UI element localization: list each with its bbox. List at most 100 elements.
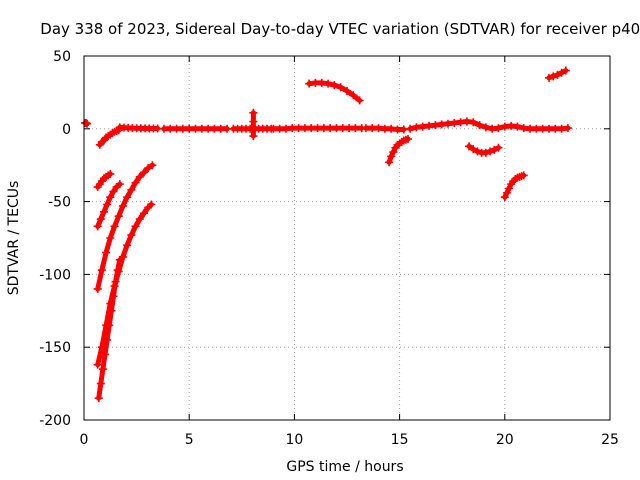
- data-point: [490, 145, 499, 154]
- data-point: [127, 185, 136, 194]
- series-baseline-7: [361, 124, 408, 134]
- y-tick-label: -100: [39, 267, 71, 283]
- y-tick-label: -200: [39, 413, 71, 429]
- data-point: [505, 184, 514, 193]
- data-point: [111, 277, 120, 286]
- data-points: [81, 66, 572, 403]
- series-spike-8h: [249, 108, 258, 141]
- data-point: [123, 193, 132, 202]
- data-point: [127, 231, 136, 240]
- data-point: [385, 158, 394, 167]
- data-point: [249, 108, 258, 117]
- data-point: [96, 215, 105, 224]
- data-point: [99, 207, 108, 216]
- data-point: [324, 79, 333, 88]
- data-point: [563, 124, 572, 133]
- series-baseline-8: [406, 117, 572, 133]
- data-point: [147, 200, 156, 209]
- y-tick-label: -50: [48, 195, 71, 211]
- data-point: [105, 321, 114, 330]
- data-point: [502, 188, 511, 197]
- data-point: [110, 222, 119, 231]
- data-point: [148, 161, 157, 170]
- series-descent-4: [93, 200, 156, 369]
- series-dip-15h: [385, 134, 413, 167]
- x-tick-label: 10: [285, 432, 303, 448]
- data-point: [109, 187, 118, 196]
- data-point: [249, 117, 258, 126]
- data-point: [139, 168, 148, 177]
- data-point: [94, 394, 103, 403]
- series-baseline-3: [115, 123, 162, 133]
- series-descent-2: [93, 180, 124, 231]
- series-baseline-1: [81, 118, 92, 128]
- data-point: [109, 292, 118, 301]
- data-point: [494, 124, 503, 133]
- series-arc-11h: [305, 78, 364, 105]
- data-point: [93, 360, 102, 369]
- plot-frame: [83, 55, 611, 421]
- data-point: [115, 255, 124, 264]
- data-point: [469, 145, 478, 154]
- y-tick-label: 0: [62, 122, 71, 138]
- data-point: [102, 248, 111, 257]
- data-point: [93, 222, 102, 231]
- x-tick-label: 15: [391, 432, 409, 448]
- x-axis-label: GPS time / hours: [286, 459, 403, 475]
- data-point: [96, 379, 105, 388]
- data-point: [330, 81, 339, 90]
- data-point: [494, 143, 503, 152]
- data-point: [469, 118, 478, 127]
- data-point: [349, 91, 358, 100]
- series-descent-1: [93, 169, 115, 192]
- series-baseline-2: [95, 126, 123, 149]
- data-point: [336, 83, 345, 92]
- series-dip-19h: [465, 142, 503, 157]
- data-point: [106, 169, 115, 178]
- data-point: [139, 209, 148, 218]
- y-axis-label: SDTVAR / TECUs: [6, 181, 22, 296]
- series-descent-3: [93, 161, 157, 293]
- data-point: [519, 171, 528, 180]
- data-point: [103, 335, 112, 344]
- series-trace: [95, 162, 155, 292]
- data-point: [475, 121, 484, 130]
- chart-title: Day 338 of 2023, Sidereal Day-to-day VTE…: [40, 20, 640, 38]
- data-point: [544, 73, 553, 82]
- data-point: [131, 178, 140, 187]
- series-baseline-6: [269, 124, 366, 133]
- data-point: [557, 68, 566, 77]
- data-point: [135, 215, 144, 224]
- data-point: [118, 201, 127, 210]
- data-point: [481, 123, 490, 132]
- y-tick-label: -150: [39, 340, 71, 356]
- data-point: [93, 284, 102, 293]
- x-tick-label: 0: [80, 432, 89, 448]
- series-descent-5: [94, 255, 124, 403]
- y-tick-label: 50: [53, 49, 71, 65]
- data-point: [465, 142, 474, 151]
- data-point: [107, 306, 116, 315]
- data-point: [553, 70, 562, 79]
- data-point: [101, 350, 110, 359]
- data-point: [144, 164, 153, 173]
- data-point: [98, 365, 107, 374]
- series-segment-20h: [500, 171, 528, 202]
- data-point: [500, 193, 509, 202]
- data-point: [389, 148, 398, 157]
- data-point: [404, 134, 413, 143]
- data-point: [561, 66, 570, 75]
- data-point: [131, 222, 140, 231]
- data-point: [249, 132, 258, 141]
- data-point: [115, 180, 124, 189]
- data-point: [343, 86, 351, 95]
- x-tick-label: 20: [496, 432, 514, 448]
- data-point: [114, 212, 123, 221]
- data-point: [106, 234, 115, 242]
- data-point: [135, 172, 144, 181]
- data-point: [513, 122, 522, 131]
- x-tick-label: 5: [185, 432, 194, 448]
- data-point: [103, 200, 112, 209]
- data-point: [387, 152, 396, 161]
- axis-ticks: 0 5 10 15 20 25 -200 -150 -100 -50 0 50: [39, 49, 619, 448]
